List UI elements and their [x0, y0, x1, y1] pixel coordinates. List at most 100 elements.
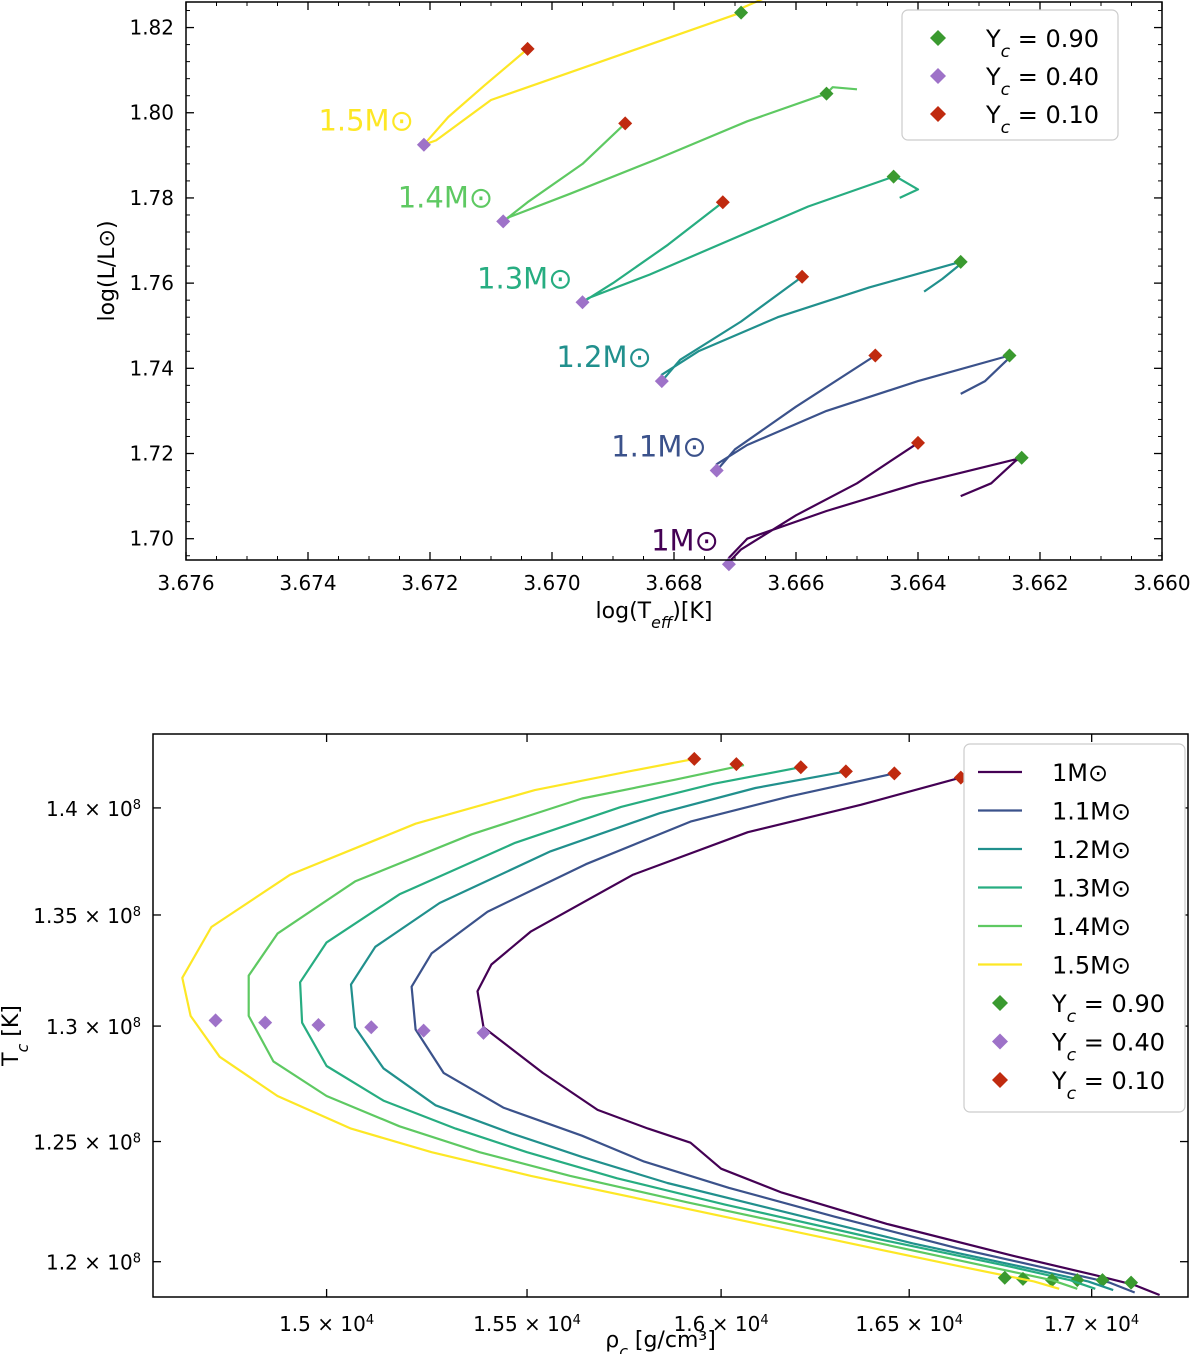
bottom-legend-label: Yc = 0.10 [1051, 1067, 1165, 1104]
top-y-tick-label: 1.74 [129, 356, 174, 380]
bottom-x-tick-label: 1.55 × 104 [473, 1312, 581, 1336]
top-marker-yc-0p90 [1014, 450, 1029, 465]
bottom-legend-marker [992, 1072, 1008, 1088]
top-marker-yc-0p10 [618, 116, 633, 131]
top-legend-marker [930, 30, 946, 46]
top-marker-yc-0p40 [709, 463, 724, 478]
top-marker-yc-0p10 [868, 348, 883, 363]
top-legend-label: Yc = 0.40 [985, 63, 1099, 100]
bottom-x-axis-label: ρc [g/cm³] [605, 1328, 716, 1354]
top-marker-yc-0p40 [654, 374, 669, 389]
bottom-track-1p4m [247, 764, 1078, 1290]
bottom-marker-yc-0p40 [258, 1015, 273, 1030]
bottom-marker-yc-0p40 [416, 1023, 431, 1038]
top-legend-box [901, 9, 1119, 141]
bottom-marker-yc-0p90 [1095, 1273, 1110, 1288]
bottom-y-tick-label: 1.4 × 108 [46, 797, 141, 821]
top-marker-yc-0p10 [911, 435, 925, 450]
top-mass-label-1p2m: 1.2M⊙ [556, 340, 651, 374]
top-marker-yc-0p90 [819, 86, 834, 101]
bottom-marker-yc-0p90 [997, 1270, 1012, 1285]
top-x-tick-label: 3.660 [1133, 571, 1190, 595]
top-x-tick-label: 3.672 [401, 571, 458, 595]
top-mass-label-1m: 1M⊙ [651, 523, 719, 557]
top-marker-yc-0p10 [715, 195, 730, 210]
top-legend-label: Yc = 0.10 [985, 101, 1099, 138]
top-mass-label-1p1m: 1.1M⊙ [611, 430, 706, 464]
bottom-y-tick-label: 1.25 × 108 [33, 1131, 141, 1155]
top-marker-yc-0p90 [734, 5, 749, 20]
bottom-marker-yc-0p10 [687, 751, 702, 766]
bottom-legend-marker [992, 995, 1008, 1011]
top-marker-yc-0p10 [795, 269, 810, 284]
bottom-legend-label: 1.2M⊙ [1052, 836, 1131, 864]
bottom-legend-label: 1.1M⊙ [1052, 798, 1131, 826]
top-x-tick-label: 3.664 [889, 571, 946, 595]
bottom-marker-yc-0p40 [208, 1013, 223, 1028]
top-track-1p1m [715, 354, 1011, 472]
bottom-track-1m [476, 776, 1161, 1297]
bottom-marker-yc-0p10 [887, 766, 902, 781]
bottom-legend-label: 1.3M⊙ [1052, 875, 1131, 903]
top-x-tick-label: 3.662 [1011, 571, 1068, 595]
bottom-track-1p2m [349, 770, 1114, 1292]
top-track-1m [727, 441, 1023, 564]
bottom-x-tick-label: 1.6 × 104 [674, 1312, 769, 1336]
top-x-tick-label: 3.666 [767, 571, 824, 595]
top-mass-label-1p4m: 1.4M⊙ [398, 180, 493, 214]
top-y-axis-label: log(L/L⊙) [95, 220, 120, 321]
bottom-legend-label: 1.4M⊙ [1052, 913, 1131, 941]
top-mass-label-1p5m: 1.5M⊙ [318, 104, 413, 138]
bottom-marker-yc-0p40 [311, 1017, 326, 1032]
bottom-legend-label: Yc = 0.90 [1051, 990, 1165, 1027]
bottom-legend-label: 1.5M⊙ [1052, 952, 1131, 980]
top-y-tick-label: 1.76 [129, 271, 174, 295]
bottom-legend-box [963, 743, 1186, 1113]
bottom-x-tick-label: 1.65 × 104 [855, 1312, 963, 1336]
bottom-legend-label: Yc = 0.40 [1051, 1029, 1165, 1066]
bottom-marker-yc-0p90 [1124, 1275, 1139, 1290]
top-marker-yc-0p90 [1002, 348, 1017, 363]
bottom-legend-label: 1M⊙ [1052, 759, 1108, 787]
bottom-x-tick-label: 1.5 × 104 [279, 1312, 374, 1336]
top-legend-marker [930, 106, 946, 122]
top-marker-yc-0p40 [416, 137, 431, 152]
top-marker-yc-0p40 [496, 214, 511, 229]
top-legend-label: Yc = 0.90 [985, 25, 1099, 62]
top-y-tick-label: 1.72 [129, 442, 174, 466]
bottom-marker-yc-0p40 [364, 1020, 379, 1035]
bottom-y-tick-label: 1.35 × 108 [33, 904, 141, 928]
top-marker-yc-0p10 [520, 41, 535, 56]
top-marker-yc-0p90 [953, 254, 968, 269]
bottom-y-tick-label: 1.2 × 108 [46, 1251, 141, 1275]
top-x-tick-label: 3.670 [523, 571, 580, 595]
top-x-tick-label: 3.668 [645, 571, 702, 595]
bottom-track-1p3m [299, 766, 1096, 1290]
bottom-y-tick-label: 1.3 × 108 [46, 1015, 141, 1039]
top-x-axis-label: log(Teff)[K] [596, 599, 713, 632]
bottom-track-1p1m [410, 772, 1136, 1294]
top-x-tick-label: 3.676 [157, 571, 214, 595]
top-marker-yc-0p40 [575, 295, 590, 310]
top-marker-yc-0p90 [886, 169, 901, 184]
bottom-legend-marker [992, 1033, 1008, 1050]
bottom-marker-yc-0p10 [838, 764, 853, 779]
top-x-tick-label: 3.674 [279, 571, 336, 595]
top-mass-label-1p3m: 1.3M⊙ [477, 261, 572, 295]
bottom-track-1p5m [181, 757, 1060, 1290]
bottom-axes-frame [152, 733, 1189, 1298]
bottom-marker-yc-0p10 [729, 757, 744, 772]
top-y-tick-label: 1.80 [129, 101, 174, 125]
top-y-tick-label: 1.78 [129, 186, 174, 210]
top-legend-marker [930, 68, 946, 84]
top-y-tick-label: 1.82 [129, 16, 174, 40]
top-chart: 3.676 3.674 3.672 3.670 3.668 3.666 3.664 3.662… [95, 0, 1191, 632]
bottom-marker-yc-0p40 [476, 1025, 491, 1040]
bottom-marker-yc-0p10 [793, 760, 808, 775]
top-y-tick-label: 1.70 [129, 527, 174, 551]
top-axes-frame [185, 1, 1163, 561]
bottom-chart: 1.5 × 104 1.55 × 104 1.6 × 104 1.65 × 104 1.… [0, 733, 1189, 1354]
top-track-1p2m [660, 260, 962, 383]
top-track-1p3m [581, 175, 920, 304]
